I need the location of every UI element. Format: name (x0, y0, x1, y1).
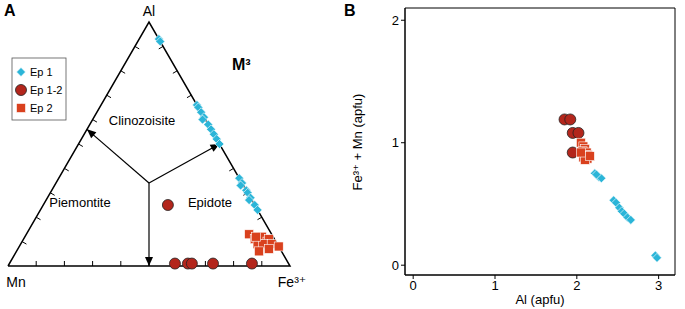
svg-text:M³: M³ (232, 56, 251, 73)
svg-text:Ep 1: Ep 1 (30, 66, 53, 78)
svg-text:Fe³⁺ + Mn (apfu): Fe³⁺ + Mn (apfu) (350, 94, 365, 191)
svg-text:Fe³⁺: Fe³⁺ (278, 274, 306, 290)
svg-text:1: 1 (392, 135, 399, 150)
svg-text:3: 3 (655, 278, 662, 293)
svg-text:1: 1 (491, 278, 498, 293)
svg-text:0: 0 (392, 258, 399, 273)
svg-text:Al: Al (143, 3, 155, 19)
svg-text:2: 2 (573, 278, 580, 293)
svg-text:Epidote: Epidote (188, 195, 232, 210)
svg-text:0: 0 (410, 278, 417, 293)
svg-text:Ep 1-2: Ep 1-2 (30, 84, 62, 96)
svg-text:Piemontite: Piemontite (49, 195, 110, 210)
svg-text:Mn: Mn (8, 274, 26, 290)
svg-text:2: 2 (392, 13, 399, 28)
svg-text:Ep 2: Ep 2 (30, 102, 53, 114)
svg-text:Clinozoisite: Clinozoisite (109, 113, 175, 128)
svg-text:B: B (344, 2, 356, 19)
svg-text:Al (apfu): Al (apfu) (515, 292, 564, 307)
svg-text:A: A (8, 2, 16, 19)
